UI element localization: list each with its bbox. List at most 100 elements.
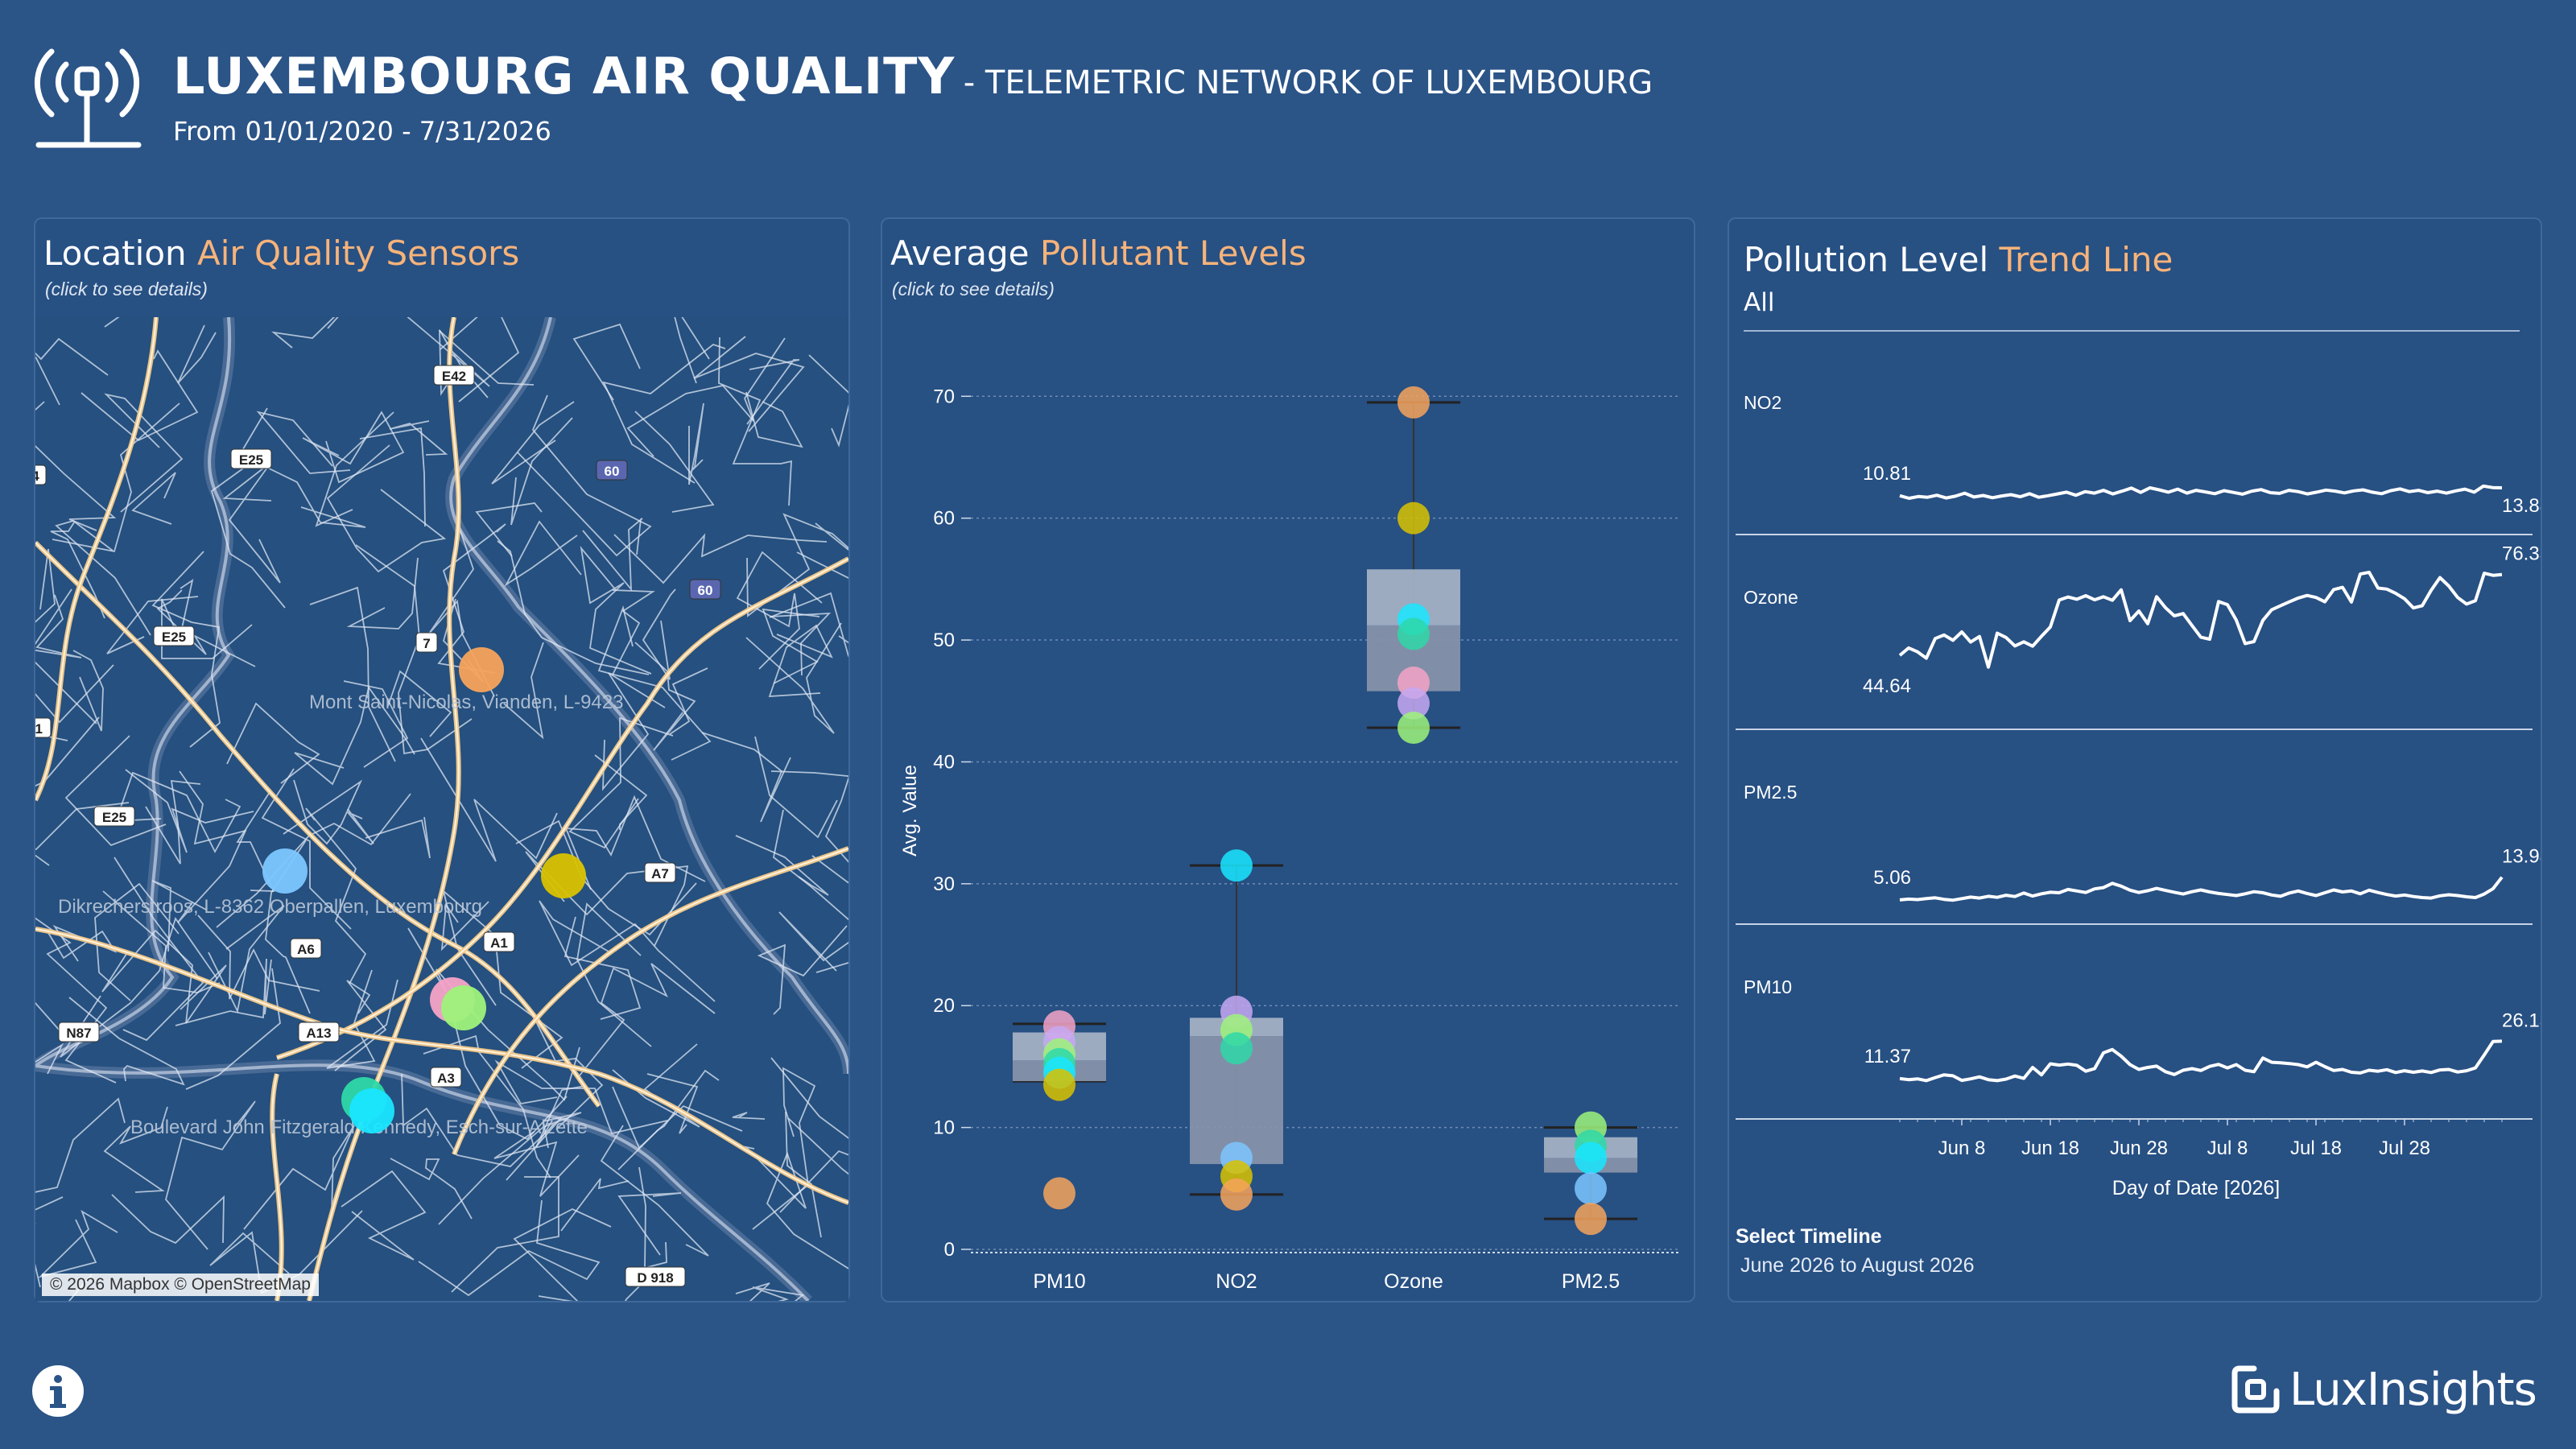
select-timeline-label: Select Timeline [1736, 1225, 1882, 1248]
y-tick-label: 70 [933, 386, 955, 407]
trend-panel: Pollution Level Trend Line All NO2 10.81 1… [1728, 217, 2542, 1302]
select-timeline-value[interactable]: June 2026 to August 2026 [1740, 1254, 1975, 1277]
series-start-label: 11.37 [1864, 1046, 1911, 1067]
series-start-label: 10.81 [1863, 463, 1911, 485]
svg-text:A1: A1 [490, 935, 508, 951]
map-attribution[interactable]: © 2026 Mapbox © OpenStreetMap [42, 1274, 319, 1296]
map-panel-hint: (click to see details) [45, 279, 208, 299]
data-point[interactable] [1220, 1032, 1253, 1065]
sensor-marker[interactable] [459, 647, 504, 692]
road-shield: 60 [596, 460, 628, 481]
antenna-broadcast-icon [34, 48, 142, 148]
trend-panel-title: Pollution Level Trend Line [1744, 240, 2174, 279]
road-shield: 7 [415, 632, 438, 653]
data-point[interactable] [1220, 1178, 1253, 1211]
map-place-label: Mont Saint-Nicolas, Vianden, L-9423 [309, 691, 623, 713]
box-panel: Average Pollutant Levels (click to see d… [881, 217, 1695, 1302]
data-point[interactable] [1575, 1203, 1607, 1236]
trend-filter-underline [1744, 330, 2520, 332]
road-shield: 11 [35, 717, 52, 738]
road-shield: A3 [430, 1067, 462, 1088]
map-panel-title: Location Air Quality Sensors [43, 233, 520, 273]
data-point[interactable] [1397, 712, 1430, 745]
road-shield: A7 [644, 862, 676, 883]
y-tick-label: 30 [933, 873, 955, 895]
y-tick-label: 10 [933, 1117, 955, 1139]
svg-text:A3: A3 [437, 1071, 455, 1086]
x-tick-label: Ozone [1384, 1270, 1443, 1293]
series-name: PM2.5 [1744, 782, 1797, 803]
y-tick-label: 50 [933, 630, 955, 651]
footer-logo-text: LuxInsights [2289, 1363, 2537, 1416]
series-end-label: 13.98 [2502, 846, 2541, 868]
trend-line[interactable] [1898, 570, 2503, 669]
series-end-label: 13.88 [2502, 495, 2541, 517]
y-tick-label: 20 [933, 995, 955, 1017]
svg-text:60: 60 [698, 583, 713, 598]
y-tick-label: 40 [933, 751, 955, 773]
data-point[interactable] [1043, 1068, 1075, 1101]
footer-logo: LuxInsights [2230, 1359, 2537, 1420]
box-panel-title: Average Pollutant Levels [890, 233, 1307, 273]
data-point[interactable] [1043, 1177, 1075, 1210]
series-name: PM10 [1744, 976, 1792, 997]
sensor-marker[interactable] [541, 853, 586, 898]
sensor-marker[interactable] [262, 848, 308, 894]
svg-text:7: 7 [423, 636, 430, 651]
map-panel: Location Air Quality Sensors (click to s… [34, 217, 850, 1302]
road-shield: A13 [298, 1022, 340, 1042]
data-point[interactable] [1397, 386, 1430, 419]
data-point[interactable] [1220, 849, 1253, 882]
road-shield: 60 [689, 579, 721, 600]
x-tick-label: Jun 8 [1938, 1137, 1986, 1159]
svg-text:A6: A6 [297, 942, 315, 957]
sensor-marker[interactable] [441, 985, 486, 1030]
trend-line[interactable] [1899, 484, 2503, 500]
x-tick-label: Jul 28 [2379, 1137, 2430, 1159]
x-tick-label: Jul 18 [2290, 1137, 2342, 1159]
svg-text:E25: E25 [162, 630, 186, 645]
road-shield: E25 [153, 625, 195, 646]
data-point[interactable] [1575, 1172, 1607, 1205]
trend-line[interactable] [1899, 876, 2504, 902]
road-shield: E25 [230, 448, 272, 469]
data-point[interactable] [1397, 617, 1430, 650]
x-tick-label: PM2.5 [1562, 1270, 1620, 1293]
svg-text:60: 60 [605, 464, 620, 479]
box-panel-hint: (click to see details) [892, 279, 1055, 299]
svg-text:11: 11 [35, 721, 43, 737]
page-subtitle: - TELEMETRIC NETWORK OF LUXEMBOURG [963, 64, 1653, 101]
trend-chart[interactable]: NO2 10.81 13.88 Ozone 44.64 76.33 PM2.5 5.06 13.… [1729, 219, 2541, 1301]
header: LUXEMBOURG AIR QUALITY - TELEMETRIC NETW… [0, 0, 2576, 185]
trend-line[interactable] [1899, 1039, 2503, 1083]
series-name: Ozone [1744, 587, 1798, 608]
road-shield: A1 [483, 931, 515, 952]
map-place-label: Dikrecherstroos, L-8362 Oberpallen, Luxe… [58, 896, 482, 918]
info-icon[interactable] [31, 1364, 85, 1418]
series-end-label: 26.13 [2502, 1009, 2541, 1031]
sensor-marker[interactable] [349, 1088, 394, 1133]
svg-text:E25: E25 [239, 452, 263, 468]
x-tick-label: Jun 18 [2021, 1137, 2079, 1159]
svg-text:A13: A13 [306, 1026, 331, 1041]
data-point[interactable] [1575, 1141, 1607, 1174]
x-tick-label: Jun 28 [2110, 1137, 2168, 1159]
series-end-label: 76.33 [2502, 543, 2541, 565]
data-point[interactable] [1397, 502, 1430, 535]
svg-text:4: 4 [35, 469, 39, 484]
luxinsights-logo-icon [2231, 1365, 2280, 1414]
road-shield: E25 [93, 806, 135, 827]
x-tick-label: PM10 [1033, 1270, 1085, 1293]
road-shield: E42 [433, 365, 475, 386]
data-point[interactable] [1397, 687, 1430, 720]
x-tick-label: NO2 [1216, 1270, 1257, 1293]
road-shield: D 918 [625, 1266, 686, 1287]
road-shield: 4 [35, 464, 47, 485]
y-tick-label: 0 [944, 1239, 955, 1261]
box-plot[interactable]: 0 10 20 30 40 50 60 70 Avg. Value PM10 NO2 Ozone PM2… [882, 219, 1694, 1301]
trend-filter-value[interactable]: All [1744, 288, 1775, 317]
series-start-label: 44.64 [1863, 675, 1911, 697]
date-range: From 01/01/2020 - 7/31/2026 [173, 116, 551, 147]
y-tick-label: 60 [933, 508, 955, 530]
